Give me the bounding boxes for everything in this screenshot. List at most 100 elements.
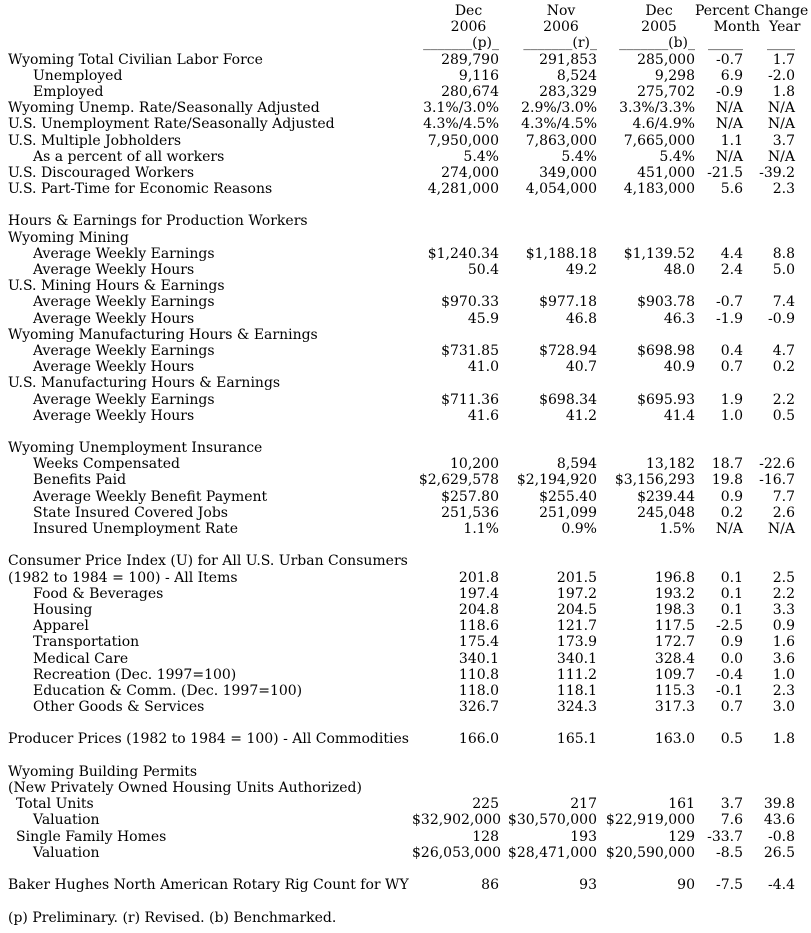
value-dec-2006: 251,536 — [441, 504, 499, 521]
table-header-line1: Dec Nov Dec Percent Change — [8, 3, 811, 19]
row-label: Average Weekly Earnings — [33, 245, 215, 262]
value-dec-2005 — [597, 278, 695, 294]
row-label: Benefits Paid — [33, 472, 127, 489]
value-dec-2005: 109.7 — [654, 666, 695, 683]
table-row: U.S. Multiple Jobholders 7,950,000 7,863,0… — [8, 133, 811, 149]
value-dec-2005 — [597, 213, 695, 229]
value-change-month: 5.6 — [720, 181, 743, 198]
underline-p: _______(p)_ — [423, 35, 499, 52]
value-change-year: -0.8 — [768, 828, 795, 845]
row-label: Medical Care — [33, 650, 129, 667]
value-nov-2006: $698.34 — [539, 391, 597, 408]
value-dec-2006: 3.1%/3.0% — [423, 100, 499, 117]
value-dec-2005: $239.44 — [637, 488, 695, 505]
value-dec-2006 — [412, 375, 499, 391]
row-label: Baker Hughes North American Rotary Rig C… — [8, 877, 409, 894]
spacer-row — [8, 861, 811, 877]
table-row: Wyoming Unemp. Rate/Seasonally Adjusted 3… — [8, 100, 811, 116]
value-dec-2005: 275,702 — [637, 83, 695, 100]
row-label: Food & Beverages — [33, 585, 164, 602]
value-change-year — [743, 764, 795, 780]
table-row: Average Weekly Earnings $970.33 $977.18 $90… — [8, 294, 811, 310]
table-row: Wyoming Total Civilian Labor Force 289,79… — [8, 52, 811, 68]
value-dec-2006: $257.80 — [441, 488, 499, 505]
value-dec-2005: 317.3 — [654, 699, 695, 716]
value-nov-2006: 349,000 — [539, 164, 597, 181]
value-dec-2005: 161 — [668, 796, 695, 813]
underline-b: _______(b)_ — [619, 35, 695, 52]
value-change-month: 2.4 — [720, 262, 743, 278]
value-change-month: -7.5 — [716, 877, 743, 894]
row-label: Average Weekly Earnings — [33, 391, 215, 408]
value-change-month: N/A — [715, 116, 743, 133]
percent-change-header: Percent Change — [695, 3, 809, 19]
value-change-month: -0.1 — [716, 682, 743, 699]
value-dec-2006: 10,200 — [450, 456, 499, 473]
value-change-year: 39.8 — [763, 796, 795, 813]
row-label: Education & Comm. (Dec. 1997=100) — [33, 682, 303, 699]
value-change-year — [743, 440, 795, 456]
value-dec-2005: 117.5 — [654, 618, 695, 635]
value-change-year: 0.2 — [772, 359, 795, 376]
table-row: U.S. Manufacturing Hours & Earnings — [8, 375, 811, 391]
value-change-year — [743, 278, 795, 294]
value-nov-2006: 165.1 — [556, 731, 597, 748]
table-row: (1982 to 1984 = 100) - All Items 201.8 201… — [8, 570, 811, 586]
row-label: (New Privately Owned Housing Units Autho… — [8, 780, 362, 796]
col-header-dec-2006-month: Dec — [454, 3, 483, 19]
value-dec-2005: 129 — [668, 828, 695, 845]
value-nov-2006 — [499, 278, 597, 294]
value-dec-2005: 48.0 — [663, 262, 695, 278]
value-change-year: 2.2 — [772, 585, 795, 602]
value-nov-2006: 0.9% — [561, 521, 597, 537]
value-dec-2006 — [412, 553, 499, 569]
row-label: Average Weekly Hours — [33, 262, 195, 278]
value-change-year: 2.3 — [772, 682, 795, 699]
table-row: Consumer Price Index (U) for All U.S. Ur… — [8, 553, 811, 569]
value-dec-2006: 7,950,000 — [427, 132, 499, 149]
value-dec-2005: 13,182 — [646, 456, 695, 473]
value-change-year: -39.2 — [759, 164, 795, 181]
value-change-month: N/A — [715, 100, 743, 117]
table-row: Average Weekly Hours 41.6 41.2 41.4 1.0 0.5 — [8, 408, 811, 424]
row-label: Average Weekly Hours — [33, 310, 195, 327]
value-dec-2005: $1,139.52 — [623, 245, 695, 262]
row-label: U.S. Part-Time for Economic Reasons — [8, 181, 273, 198]
table-row: Food & Beverages 197.4 197.2 193.2 0.1 2.2 — [8, 586, 811, 602]
value-nov-2006: 93 — [579, 877, 597, 894]
value-dec-2005 — [597, 230, 695, 246]
table-row: U.S. Discouraged Workers 274,000 349,000 45… — [8, 165, 811, 181]
value-change-month — [695, 764, 743, 780]
value-change-year: 1.7 — [772, 51, 795, 68]
value-nov-2006: 4.3%/4.5% — [521, 116, 597, 133]
value-nov-2006: 46.8 — [565, 310, 597, 327]
value-nov-2006 — [499, 327, 597, 343]
table-row: Valuation $32,902,000 $30,570,000 $22,919,0… — [8, 812, 811, 828]
value-dec-2005: 328.4 — [654, 650, 695, 667]
value-change-month: 7.6 — [720, 812, 743, 829]
spacer-row — [8, 748, 811, 764]
row-label: Hours & Earnings for Production Workers — [8, 213, 308, 230]
table-row: Transportation 175.4 173.9 172.7 0.9 1.6 — [8, 634, 811, 650]
value-change-month — [695, 213, 743, 229]
table-header-line2: 2006 2006 2005 Month Year — [8, 19, 811, 35]
value-dec-2005: 9,298 — [654, 67, 695, 84]
value-dec-2006 — [412, 213, 499, 229]
row-label: Wyoming Unemp. Rate/Seasonally Adjusted — [8, 100, 320, 117]
value-nov-2006 — [499, 553, 597, 569]
value-dec-2005: 285,000 — [637, 51, 695, 68]
value-dec-2006: 4,281,000 — [427, 181, 499, 198]
table-row: Apparel 118.6 121.7 117.5 -2.5 0.9 — [8, 618, 811, 634]
value-dec-2006: $1,240.34 — [427, 245, 499, 262]
row-label: Valuation — [33, 812, 100, 829]
table-row: Hours & Earnings for Production Workers — [8, 213, 811, 229]
spacer-row — [8, 715, 811, 731]
value-change-month: 0.7 — [720, 359, 743, 376]
table-row: Weeks Compensated 10,200 8,594 13,182 18.7 -2… — [8, 456, 811, 472]
value-dec-2006: $32,902,000 — [412, 812, 502, 829]
value-dec-2006: 225 — [472, 796, 499, 813]
col-header-nov-2006-year: 2006 — [543, 19, 579, 36]
table-row: U.S. Mining Hours & Earnings — [8, 278, 811, 294]
value-change-year: 2.3 — [772, 181, 795, 198]
value-nov-2006: $255.40 — [539, 488, 597, 505]
